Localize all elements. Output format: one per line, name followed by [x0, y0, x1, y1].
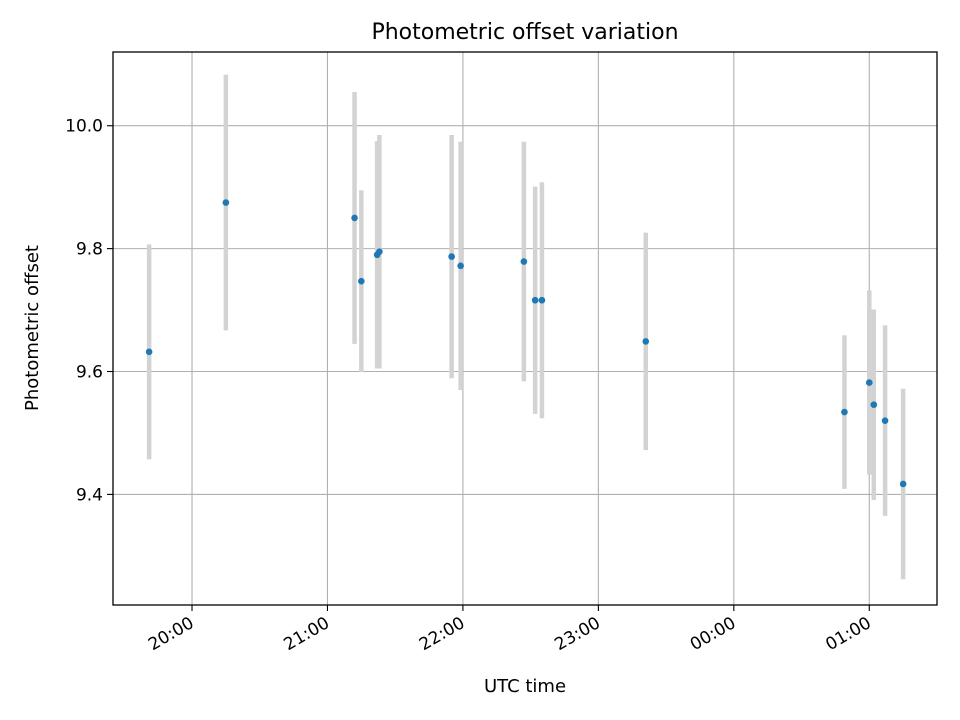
- data-point: [642, 338, 650, 345]
- data-point: [531, 296, 539, 304]
- data-point: [899, 480, 907, 488]
- y-tick-label: 9.6: [76, 363, 103, 383]
- data-point: [865, 379, 873, 386]
- data-point: [351, 214, 358, 222]
- data-point: [870, 401, 878, 408]
- y-axis-label: Photometric offset: [22, 245, 43, 411]
- data-point: [881, 417, 889, 424]
- x-axis: 20:00 21:00 22:00 23:00 00:00 01:00: [145, 605, 875, 655]
- data-point: [358, 277, 365, 285]
- x-tick-label: 20:00: [145, 613, 197, 655]
- data-point: [448, 253, 455, 260]
- data-point: [538, 296, 546, 304]
- y-tick-label: 9.8: [76, 240, 103, 260]
- y-tick-label: 10.0: [65, 117, 103, 137]
- chart-title: Photometric offset variation: [371, 20, 678, 45]
- x-tick-label: 23:00: [551, 613, 603, 655]
- data-point: [457, 262, 464, 270]
- x-tick-label: 00:00: [687, 613, 739, 655]
- x-axis-label: UTC time: [484, 676, 566, 697]
- x-tick-label: 22:00: [416, 613, 468, 655]
- x-tick-label: 21:00: [281, 613, 333, 655]
- data-point: [841, 408, 848, 416]
- y-tick-label: 9.4: [76, 485, 103, 505]
- plot-frame: [112, 51, 938, 606]
- data-point: [376, 248, 383, 255]
- data-points: [145, 199, 907, 488]
- data-point: [520, 258, 528, 265]
- data-point: [222, 199, 230, 206]
- data-point: [145, 348, 153, 356]
- y-axis: 9.4 9.6 9.8 10.0: [65, 117, 113, 505]
- x-tick-label: 01:00: [822, 613, 874, 655]
